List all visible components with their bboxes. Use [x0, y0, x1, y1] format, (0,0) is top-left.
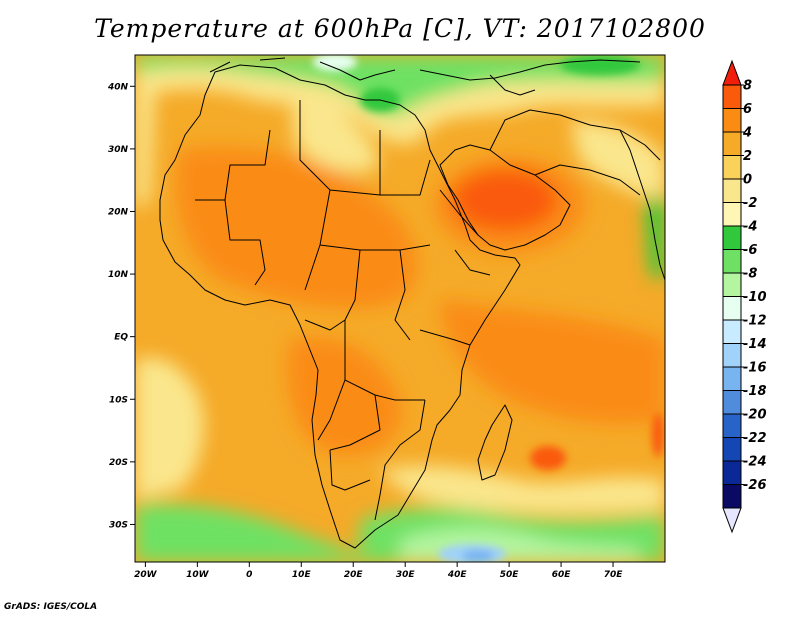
lon-tick-label: 10W	[186, 570, 210, 580]
colorbar-swatch	[722, 366, 742, 391]
colorbar-label: 6	[743, 102, 752, 117]
footer-credit: GrADS: IGES/COLA	[4, 602, 98, 612]
lon-tick-label: 70E	[604, 570, 624, 580]
colorbar-label: -4	[743, 220, 757, 235]
colorbar-label: 2	[743, 149, 752, 164]
colorbar-swatch	[722, 202, 742, 227]
lon-tick-label: 0	[246, 570, 252, 580]
lat-tick-label: 30S	[109, 520, 128, 530]
lat-tick-label: 30N	[108, 145, 129, 155]
lat-tick-label: 20S	[109, 458, 128, 468]
colorbar-label: 4	[742, 126, 752, 141]
lat-tick-label: 40N	[107, 82, 129, 92]
colorbar-label: -22	[743, 431, 767, 446]
longitude-axis: 20W 10W 0 10E 20E 30E 40E 50E 60E 70E	[134, 562, 623, 580]
plot-frame	[134, 54, 666, 563]
lon-tick-label: 20E	[344, 570, 364, 580]
colorbar-label: -26	[743, 478, 767, 493]
colorbar-swatch	[722, 484, 742, 509]
colorbar-swatch	[722, 84, 742, 109]
temperature-field	[135, 55, 665, 562]
colorbar-label: -12	[743, 314, 767, 329]
colorbar-label: -6	[743, 243, 757, 258]
colorbar-label: -2	[743, 196, 757, 211]
colorbar-swatch	[722, 296, 742, 321]
lat-tick-label: 20N	[108, 207, 129, 217]
colorbar-label: -20	[743, 408, 767, 423]
map-title: Temperature at 600hPa [C], VT: 201710280…	[94, 14, 706, 43]
colorbar-swatch	[722, 108, 742, 133]
lat-tick-label: 10N	[108, 270, 129, 280]
lat-tick-label: EQ	[114, 333, 128, 343]
colorbar-swatch	[722, 249, 742, 274]
colorbar-swatch	[722, 272, 742, 297]
colorbar-swatch	[722, 225, 742, 250]
colorbar-label: -14	[743, 337, 767, 352]
colorbar-label: 8	[743, 79, 752, 94]
colorbar-label: -16	[743, 361, 767, 376]
country-borders	[159, 57, 665, 549]
colorbar-label: -8	[743, 267, 757, 282]
colorbar-swatch	[722, 390, 742, 415]
colorbar-swatch	[722, 319, 742, 344]
lon-tick-label: 60E	[552, 570, 572, 580]
lon-tick-label: 30E	[396, 570, 416, 580]
lon-tick-label: 10E	[292, 570, 312, 580]
color-scale-legend: 8 6 4 2 0 -2 -4 -6 -8 -10 -12 -14 -16 -18 -20 -22 -24 -26	[722, 59, 767, 534]
colorbar-swatch	[722, 131, 742, 156]
latitude-axis: 40N 30N 20N 10N EQ 10S 20S 30S	[107, 82, 135, 530]
colorbar-label: -24	[743, 455, 767, 470]
colorbar-top-triangle	[722, 59, 742, 86]
lon-tick-label: 50E	[500, 570, 520, 580]
colorbar-swatch	[722, 460, 742, 485]
lon-tick-label: 40E	[447, 570, 468, 580]
colorbar-swatch	[722, 437, 742, 462]
colorbar-swatch	[722, 343, 742, 368]
colorbar-swatch	[722, 413, 742, 438]
colorbar-bottom-triangle	[722, 507, 742, 534]
colorbar-label: -18	[743, 384, 767, 399]
lat-tick-label: 10S	[109, 395, 128, 405]
colorbar-label: -10	[743, 290, 767, 305]
colorbar-swatch	[722, 155, 742, 180]
colorbar-swatch	[722, 178, 742, 203]
lon-tick-label: 20W	[134, 570, 158, 580]
colorbar-label: 0	[743, 173, 752, 188]
